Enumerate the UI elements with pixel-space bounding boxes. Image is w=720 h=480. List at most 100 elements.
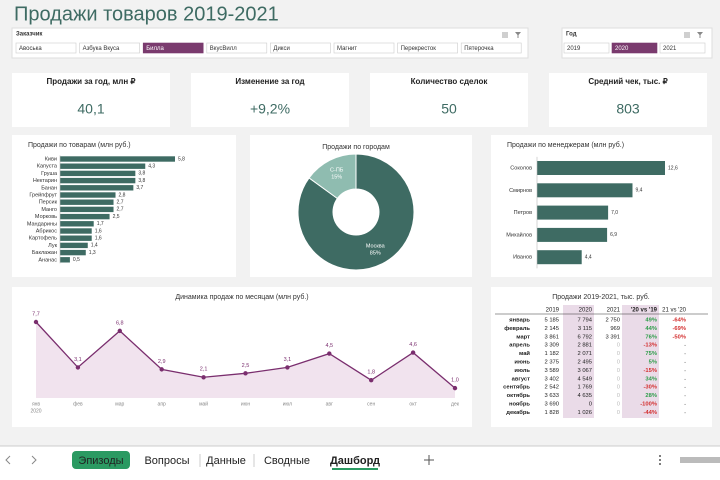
table-cell: 1 828	[544, 410, 559, 416]
value-label: 9,4	[635, 188, 642, 194]
value-label: 7,7	[32, 311, 40, 317]
menu-dot[interactable]	[659, 455, 661, 457]
sheet-tab[interactable]: Данные	[206, 455, 246, 467]
panel	[491, 287, 712, 427]
value-label: 2,1	[200, 367, 208, 373]
table-cell: 7 794	[577, 318, 592, 324]
bar	[537, 183, 633, 198]
slicer-button-label[interactable]: Перекресток	[401, 46, 437, 52]
value-label: 1,7	[97, 221, 104, 227]
slicer-button[interactable]	[460, 42, 522, 54]
table-cell: 1 026	[577, 410, 592, 416]
slicer-button[interactable]	[397, 42, 458, 54]
slicer-button-label[interactable]: 2019	[567, 46, 581, 52]
table-cell: 2 881	[577, 343, 592, 349]
slicer-button[interactable]	[563, 42, 610, 54]
table-cell: сентябрь	[503, 384, 530, 391]
kpi-card	[549, 73, 707, 127]
value-label: 2,7	[117, 207, 124, 213]
slicer-button-label[interactable]: Авоська	[19, 46, 42, 52]
table-cell: 49%	[645, 318, 657, 324]
bar	[60, 257, 70, 263]
slicer-button[interactable]	[611, 42, 658, 54]
slicer-button-label[interactable]: Пятерочка	[464, 46, 494, 52]
value-label: 1,3	[89, 250, 96, 256]
sheet-tab[interactable]: Эпизоды	[78, 455, 123, 467]
slicer-button[interactable]	[270, 42, 331, 54]
value-label: 1,4	[91, 243, 98, 249]
table-cell: 0	[617, 351, 620, 357]
sheet-tab[interactable]: Сводные	[264, 455, 310, 467]
slicer-button-label[interactable]: ВкусВилл	[210, 46, 237, 52]
value-label: 5,8	[178, 156, 185, 162]
table-cell: 1 769	[577, 385, 592, 391]
pie-slice	[308, 153, 357, 200]
sheet-tab[interactable]: Дашборд	[330, 455, 380, 467]
category-label: Киви	[45, 156, 57, 162]
table-cell: 4 549	[577, 376, 592, 382]
slicer-button[interactable]	[142, 42, 204, 54]
slicer-button-label[interactable]: Азбука Вкуса	[83, 46, 120, 52]
category-label: Абрикос	[36, 228, 57, 234]
slicer-button[interactable]	[333, 42, 395, 54]
table-cell: 2 375	[544, 360, 559, 366]
tab-highlight[interactable]	[72, 451, 130, 469]
marker	[285, 365, 290, 370]
slice-label: С-ПБ	[330, 168, 344, 174]
table-cell: 34%	[645, 376, 657, 382]
panel	[12, 287, 472, 427]
value-label: 0,5	[73, 257, 80, 263]
kpi-card	[191, 73, 349, 127]
value-label: 12,6	[668, 165, 678, 171]
table-cell: 3 391	[605, 334, 620, 340]
value-label: 7,0	[611, 210, 618, 216]
add-sheet[interactable]	[424, 455, 434, 465]
table-cell: 3 115	[578, 326, 592, 332]
slicer-button[interactable]	[206, 42, 268, 54]
value-label: 4,4	[585, 255, 592, 261]
bar	[60, 221, 94, 227]
x-tick-label: июн	[241, 401, 251, 407]
table-cell: апрель	[509, 343, 530, 349]
slicer-button[interactable]	[659, 42, 706, 54]
scrollbar[interactable]	[680, 457, 720, 463]
marker	[33, 319, 39, 325]
table-cell: октябрь	[507, 392, 531, 399]
bar	[537, 250, 582, 265]
table-cell: 3 633	[544, 393, 559, 399]
slicer-button-label[interactable]: 2020	[615, 46, 629, 52]
x-tick-label: июл	[283, 401, 292, 407]
category-label: Петров	[514, 210, 532, 216]
table-cell: -13%	[643, 343, 657, 349]
slicer-button-label[interactable]: Билла	[146, 46, 164, 52]
bar	[60, 170, 136, 177]
table-cell: 6 792	[577, 334, 592, 340]
bar	[60, 156, 175, 162]
slicer-button[interactable]	[15, 42, 77, 54]
slicer-button[interactable]	[79, 42, 140, 54]
slicer-button-label[interactable]: Магнит	[337, 46, 357, 52]
category-label: Баклажан	[32, 250, 57, 256]
sheet-tab[interactable]: Вопросы	[144, 455, 189, 467]
x-tick-label: апр	[158, 401, 166, 407]
value-label: 4,6	[409, 342, 417, 348]
slicer-button-label[interactable]: Дикси	[273, 46, 289, 52]
value-label: 6,8	[116, 320, 124, 326]
menu-dot	[659, 463, 661, 465]
category-label: Смирнов	[509, 188, 532, 194]
value-label: 3,1	[284, 357, 292, 363]
table-cell: 0	[617, 360, 620, 366]
marker	[243, 371, 248, 376]
tab-scroll-arrows[interactable]	[5, 455, 37, 465]
table-cell: 2 750	[605, 318, 620, 324]
table-cell: 44%	[645, 326, 657, 332]
bar	[60, 213, 110, 220]
value-label: 6,9	[610, 232, 617, 238]
table-cell: 3 861	[544, 334, 559, 340]
slicer-button-label[interactable]: 2021	[663, 46, 677, 52]
category-label: Соколов	[510, 165, 532, 171]
chart-title: Продажи по менеджерам (млн руб.)	[507, 141, 624, 149]
column-header: 2021	[607, 308, 621, 314]
column-header: 2020	[579, 308, 593, 314]
